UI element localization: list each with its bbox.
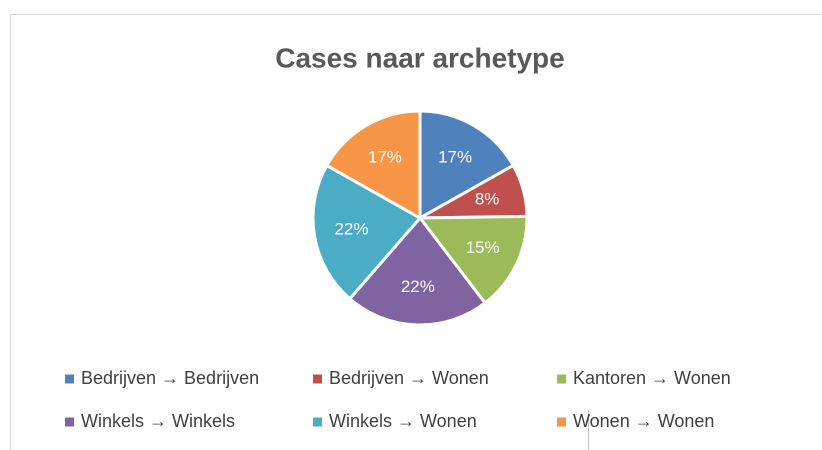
legend-marker	[557, 374, 566, 384]
legend-marker	[65, 417, 74, 427]
data-label: 22%	[401, 277, 435, 296]
legend-marker	[313, 417, 322, 427]
legend-marker	[313, 374, 322, 384]
legend-marker	[65, 374, 74, 384]
legend-label: Bedrijven → Wonen	[329, 368, 489, 388]
data-label: 22%	[334, 219, 368, 238]
data-label: 17%	[438, 147, 472, 166]
legend-label: Kantoren → Wonen	[573, 368, 731, 388]
data-label: 8%	[475, 189, 500, 208]
legend-label: Wonen → Wonen	[573, 411, 714, 431]
legend-label: Winkels → Wonen	[329, 411, 477, 431]
pie-slice	[324, 109, 422, 221]
pie-slice	[418, 109, 516, 221]
data-label: 15%	[466, 238, 500, 257]
legend-label: Winkels → Winkels	[81, 411, 235, 431]
legend-marker	[557, 417, 566, 427]
data-label: 17%	[368, 147, 402, 166]
chart-title: Cases naar archetype	[275, 42, 565, 73]
pie-slice	[311, 163, 423, 301]
legend-label: Bedrijven → Bedrijven	[81, 368, 259, 388]
pie-slice	[416, 214, 529, 306]
pie-slice	[347, 215, 488, 327]
